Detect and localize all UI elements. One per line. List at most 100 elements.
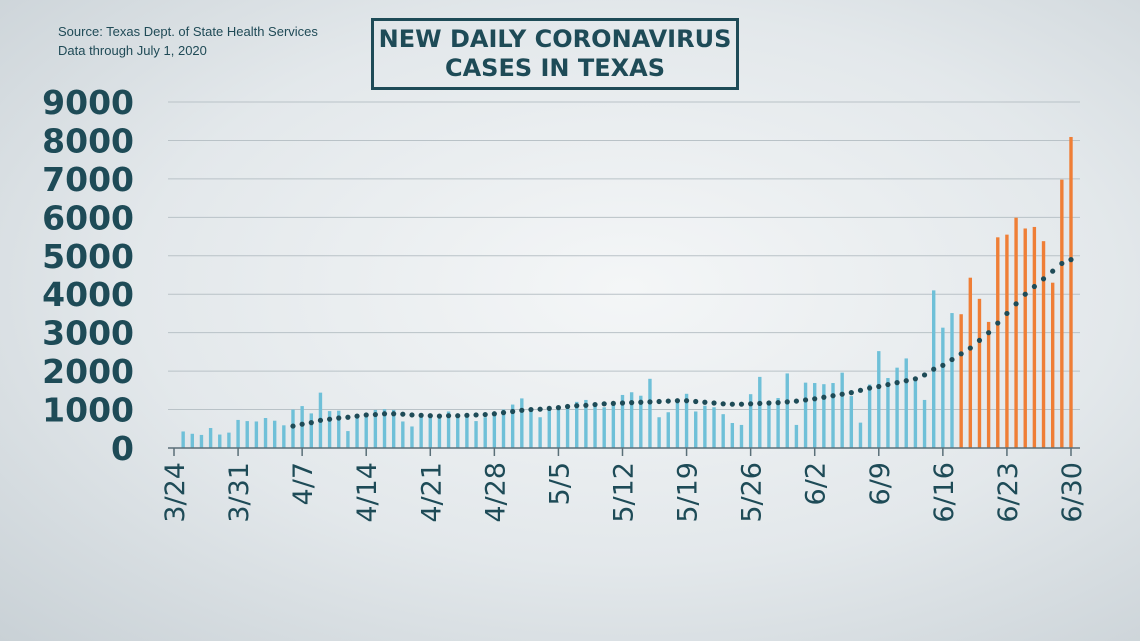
bar: [684, 393, 689, 448]
trend-dot: [757, 400, 763, 407]
bar: [291, 409, 295, 448]
bar: [282, 425, 286, 448]
trend-dot: [976, 337, 983, 343]
x-tick-label: 6/2: [801, 462, 832, 505]
bar: [913, 378, 918, 448]
bar: [309, 413, 313, 448]
trend-dot: [784, 399, 790, 405]
trend-dot: [748, 401, 754, 407]
trend-dot: [500, 410, 507, 416]
trend-dot: [354, 413, 360, 419]
bar: [657, 417, 661, 448]
trend-dots: [290, 257, 1074, 429]
bar: [254, 421, 259, 448]
bar: [190, 433, 195, 448]
trend-dot: [720, 401, 726, 407]
bar: [364, 413, 368, 448]
bar: [446, 411, 451, 448]
y-tick-label: 3000: [42, 314, 134, 353]
trend-dot: [839, 391, 845, 397]
y-tick-label: 8000: [42, 121, 134, 160]
bar: [272, 420, 277, 448]
trend-dot: [546, 405, 552, 412]
bar: [373, 409, 378, 448]
trend-dot: [775, 400, 781, 406]
trend-dot: [601, 401, 607, 407]
bar: [703, 405, 707, 448]
trend-dot: [317, 417, 324, 423]
trend-dot: [1004, 310, 1010, 317]
trend-dot: [391, 411, 397, 417]
bar: [501, 409, 506, 448]
bar: [181, 431, 185, 448]
bar: [712, 407, 716, 448]
trend-dot: [921, 372, 928, 378]
trend-dot: [1031, 283, 1037, 290]
x-tick-label: 5/19: [673, 462, 704, 523]
bar: [895, 367, 899, 448]
trend-dot: [683, 398, 690, 404]
trend-dot: [327, 416, 333, 422]
bar: [263, 418, 268, 448]
trend-dot: [583, 402, 589, 408]
bar: [730, 423, 735, 448]
trend-dot: [555, 405, 562, 411]
bar: [428, 414, 432, 448]
y-tick-label: 2000: [42, 352, 134, 391]
bar: [419, 413, 423, 448]
bar: [227, 432, 231, 448]
trend-dot: [510, 408, 516, 415]
y-tick-label: 1000: [42, 391, 134, 430]
trend-dot: [1040, 276, 1047, 282]
trend-dot: [995, 320, 1001, 326]
bar: [822, 384, 826, 448]
bar: [611, 401, 616, 448]
bar: [465, 415, 469, 448]
trend-dot: [372, 411, 378, 418]
x-tick-label: 3/24: [160, 462, 191, 523]
bar: [666, 412, 670, 448]
trend-dot: [940, 362, 946, 368]
trend-dot: [299, 421, 305, 427]
x-tick-label: 4/7: [288, 462, 319, 505]
bar: [584, 399, 588, 448]
trend-dot: [519, 407, 525, 413]
bar: [401, 421, 405, 448]
bar: [840, 372, 844, 448]
trend-dot: [308, 420, 314, 426]
bar: [620, 394, 625, 448]
trend-dot: [528, 406, 534, 413]
y-tick-label: 7000: [42, 160, 134, 199]
bar: [767, 401, 771, 448]
x-tick-label: 5/12: [608, 462, 639, 523]
trend-dot: [876, 383, 882, 390]
trend-dot: [848, 390, 854, 396]
bar: [831, 383, 835, 448]
bar: [520, 398, 524, 448]
trend-dot: [821, 394, 827, 400]
trend-dot: [436, 413, 443, 419]
bar: [648, 378, 652, 448]
bar: [529, 410, 533, 448]
bar: [575, 401, 579, 448]
trend-dot: [1022, 291, 1028, 297]
bar: [629, 392, 634, 448]
x-tick-label: 4/14: [352, 462, 383, 523]
trend-dot: [647, 399, 653, 405]
x-tick-label: 4/28: [480, 462, 511, 523]
trend-dot: [464, 412, 470, 418]
bar: [547, 410, 551, 448]
trend-dot: [619, 400, 626, 406]
trend-dot: [702, 399, 708, 405]
x-tick-label: 4/21: [416, 462, 447, 523]
source-line: Source: Texas Dept. of State Health Serv…: [58, 24, 318, 39]
y-tick-label: 6000: [42, 198, 134, 237]
trend-dot: [400, 411, 406, 417]
bar: [904, 358, 908, 448]
bar: [510, 404, 515, 448]
bar: [410, 426, 414, 448]
trend-dot: [793, 398, 800, 404]
trend-dot: [345, 414, 351, 420]
